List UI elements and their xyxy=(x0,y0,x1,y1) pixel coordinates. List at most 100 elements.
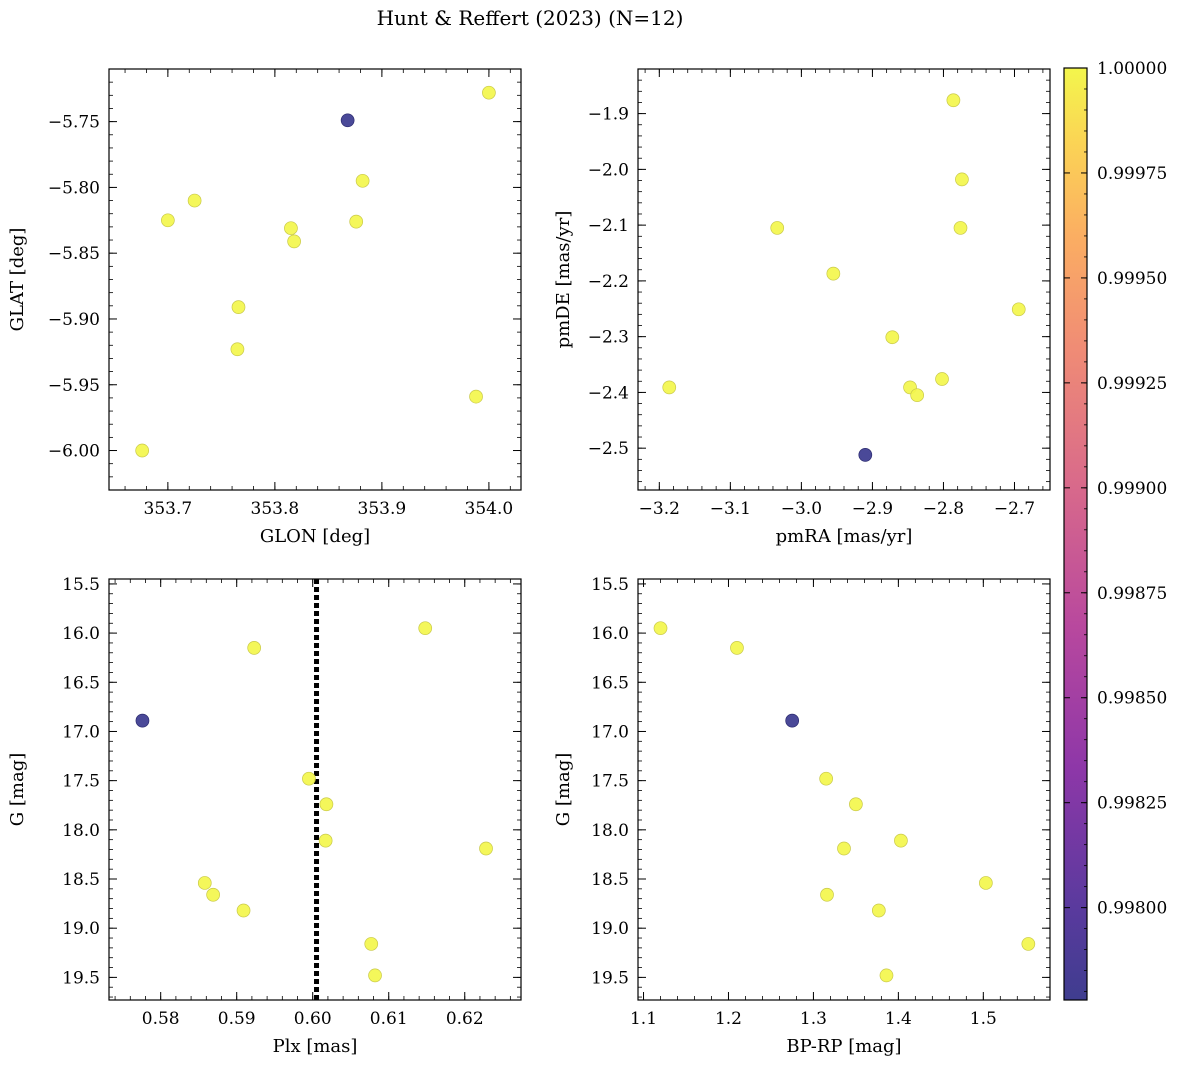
data-point xyxy=(730,641,744,655)
axes-frame xyxy=(637,578,1051,1001)
y-tick-label: 18.0 xyxy=(62,821,100,841)
y-tick-label: 18.0 xyxy=(591,821,629,841)
x-tick-label: 0.61 xyxy=(370,1009,408,1029)
data-point xyxy=(319,797,334,812)
colorbar-tick-label: 0.99925 xyxy=(1097,374,1167,394)
data-point xyxy=(355,173,370,188)
panel-plx-g: 0.58 0.59 0.60 0.61 0.62 15.5 16.0 16.5 17.0 17.5… xyxy=(7,575,522,1057)
y-tick-label: 16.0 xyxy=(591,624,629,644)
data-point xyxy=(135,443,150,458)
data-point xyxy=(418,621,433,636)
y-tick-label: 17.0 xyxy=(62,722,100,742)
x-tick-label: 353.8 xyxy=(251,499,300,519)
data-point xyxy=(662,380,677,395)
data-point xyxy=(340,113,355,128)
figure-title: Hunt & Reffert (2023) (N=12) xyxy=(376,6,684,30)
y-tick-label: −2.3 xyxy=(588,328,629,348)
data-point xyxy=(770,221,785,235)
data-point xyxy=(946,93,961,108)
x-tick-label: −2.9 xyxy=(852,499,893,519)
axes-frame xyxy=(108,68,522,491)
data-point xyxy=(368,968,382,983)
data-point xyxy=(979,876,993,890)
y-tick-label: −2.0 xyxy=(588,160,629,180)
x-axis-label: GLON [deg] xyxy=(260,526,370,547)
y-tick-label: −5.80 xyxy=(48,178,100,198)
colorbar-tick-label: 0.99800 xyxy=(1097,899,1167,919)
data-point xyxy=(785,713,800,728)
y-tick-label: 16.5 xyxy=(591,673,629,693)
y-tick-label: 17.5 xyxy=(62,772,100,792)
data-point xyxy=(161,213,175,228)
x-tick-label: −3.2 xyxy=(639,499,680,519)
colorbar-tick-label: 0.99850 xyxy=(1097,689,1167,709)
y-tick-label: 19.0 xyxy=(591,919,629,939)
y-tick-label: −2.2 xyxy=(588,272,629,292)
data-point xyxy=(955,172,969,187)
panel-pmra-pmde: −3.2 −3.1 −3.0 −2.9 −2.8 −2.7 −1.9 −2.0 −2.1 −2.2… xyxy=(553,68,1051,547)
x-tick-label: −2.7 xyxy=(994,499,1035,519)
axes-frame xyxy=(637,68,1051,491)
y-tick-label: 19.0 xyxy=(62,919,100,939)
x-tick-label: 0.58 xyxy=(142,1009,180,1029)
data-point xyxy=(230,342,245,357)
x-tick-label: 1.3 xyxy=(800,1009,827,1029)
x-axis-label: Plx [mas] xyxy=(273,1036,358,1057)
data-point xyxy=(302,771,316,786)
x-tick-label: 353.7 xyxy=(144,499,193,519)
data-point xyxy=(837,841,851,856)
y-tick-label: 18.5 xyxy=(591,870,629,890)
colorbar: 0.99800 0.99825 0.99850 0.99875 0.99900 0.999… xyxy=(1063,59,1167,1001)
x-tick-label: 353.9 xyxy=(358,499,407,519)
panels-layer: 353.7 353.8 353.9 354.0 −5.75 −5.80 −5.85 −5.90… xyxy=(7,68,1051,1057)
x-tick-label: −3.1 xyxy=(710,499,751,519)
data-point xyxy=(197,876,212,890)
data-point xyxy=(653,621,668,636)
x-axis-label: BP-RP [mag] xyxy=(786,1036,901,1057)
colorbar-tick-label: 0.99825 xyxy=(1097,794,1167,814)
data-point xyxy=(284,221,298,236)
x-tick-label: 1.2 xyxy=(715,1009,742,1029)
data-point xyxy=(364,937,379,951)
colorbar-tick-label: 0.99900 xyxy=(1097,479,1167,499)
y-tick-label: −6.00 xyxy=(48,442,100,462)
data-point xyxy=(826,266,841,281)
colorbar-tick-label: 0.99875 xyxy=(1097,584,1167,604)
data-point xyxy=(935,372,949,386)
data-point xyxy=(135,713,150,728)
y-tick-label: 17.5 xyxy=(591,772,629,792)
x-tick-label: 1.5 xyxy=(970,1009,997,1029)
y-tick-label: −2.5 xyxy=(588,439,629,459)
y-tick-label: −2.4 xyxy=(588,383,629,403)
data-point xyxy=(247,641,262,655)
data-point xyxy=(482,85,496,100)
x-tick-label: 354.0 xyxy=(465,499,514,519)
data-point xyxy=(236,903,251,918)
data-point xyxy=(231,300,246,314)
data-point xyxy=(953,221,968,235)
data-point xyxy=(206,887,220,902)
data-point xyxy=(879,968,894,983)
data-point xyxy=(1011,302,1026,317)
panel-glon-glat: 353.7 353.8 353.9 354.0 −5.75 −5.80 −5.85 −5.90… xyxy=(7,68,522,547)
data-point xyxy=(287,234,301,249)
data-point xyxy=(894,833,908,848)
data-point xyxy=(318,833,333,848)
x-tick-label: 0.59 xyxy=(218,1009,256,1029)
x-tick-label: 1.4 xyxy=(885,1009,912,1029)
data-point xyxy=(871,903,886,918)
y-tick-label: −2.1 xyxy=(588,216,629,236)
colorbar-tick-label: 0.99950 xyxy=(1097,269,1167,289)
y-tick-label: −5.85 xyxy=(48,244,100,264)
data-point xyxy=(858,448,873,462)
x-tick-label: 0.62 xyxy=(446,1009,484,1029)
data-point xyxy=(819,771,834,786)
y-axis-label: G [mag] xyxy=(7,753,28,826)
data-point xyxy=(479,841,493,856)
data-point xyxy=(910,388,925,403)
panel-bprp-g: 1.1 1.2 1.3 1.4 1.5 15.5 16.0 16.5 17.0 17.5 18.0 1… xyxy=(553,575,1051,1057)
y-tick-label: 17.0 xyxy=(591,722,629,742)
y-tick-label: 16.0 xyxy=(62,624,100,644)
y-axis-label: G [mag] xyxy=(553,753,574,826)
y-tick-label: 18.5 xyxy=(62,870,100,890)
